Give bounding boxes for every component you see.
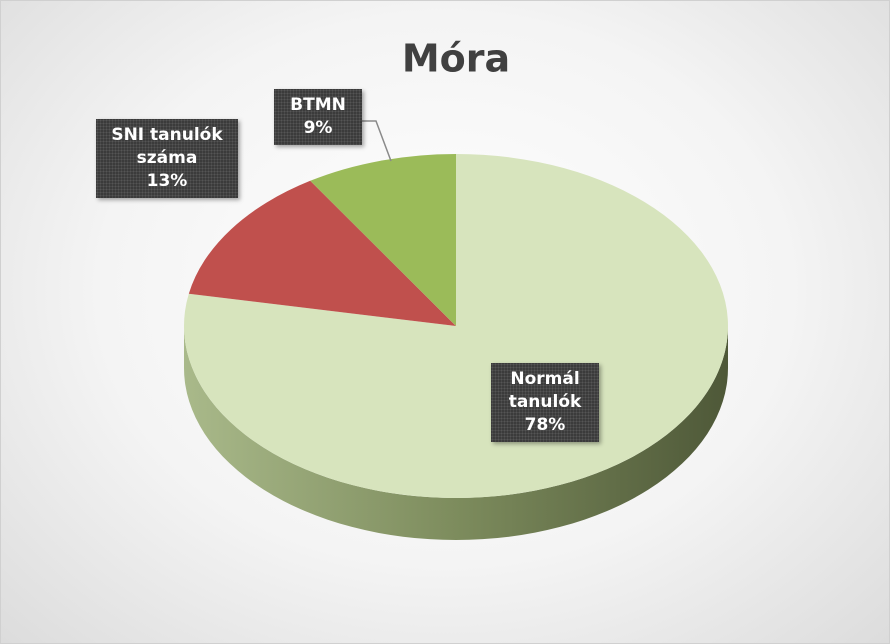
data-label-value: 9% — [303, 118, 333, 138]
chart-title: Móra — [402, 37, 510, 81]
pie-slice — [188, 180, 456, 326]
pie-slice — [310, 154, 456, 326]
data-label: Normál tanulók 78% — [491, 363, 599, 442]
data-label-category: SNI tanulók száma — [111, 125, 223, 168]
data-label-category: BTMN — [290, 95, 346, 115]
data-label-category: Normál tanulók — [508, 369, 582, 412]
data-label-value: 78% — [524, 415, 566, 435]
data-label: BTMN 9% — [274, 89, 362, 145]
data-label-value: 13% — [146, 171, 188, 191]
leader-line — [362, 120, 392, 162]
data-label: SNI tanulók száma 13% — [96, 119, 238, 198]
pie-side — [184, 326, 728, 540]
